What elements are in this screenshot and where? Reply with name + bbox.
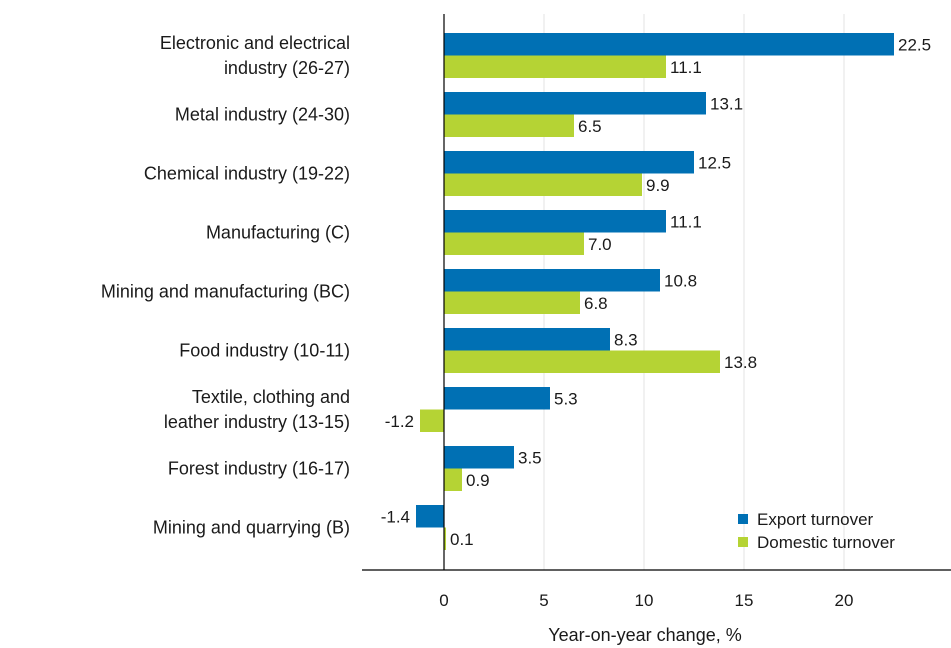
legend: Export turnover Domestic turnover <box>738 510 895 552</box>
data-label: 3.5 <box>518 448 542 467</box>
x-tick-labels: 0 5 10 15 20 <box>439 591 853 610</box>
bar-domestic <box>444 468 462 491</box>
legend-swatch <box>738 537 748 547</box>
data-label: 12.5 <box>698 153 731 172</box>
legend-label: Domestic turnover <box>757 533 895 552</box>
category-label: industry (26-27) <box>224 58 350 78</box>
category-label: Food industry (10-11) <box>179 341 350 361</box>
category-label: Chemical industry (19-22) <box>144 164 350 184</box>
bar-domestic <box>444 55 666 78</box>
axes <box>362 14 951 571</box>
data-label: 9.9 <box>646 176 670 195</box>
data-label: 11.1 <box>670 58 702 77</box>
data-label: 22.5 <box>898 35 931 54</box>
data-label: 13.1 <box>710 94 743 113</box>
bar-domestic <box>444 291 580 314</box>
category-label: Forest industry (16-17) <box>168 459 350 479</box>
x-tick-label: 15 <box>735 591 754 610</box>
bar-domestic <box>444 350 720 373</box>
category-label: leather industry (13-15) <box>164 412 350 432</box>
data-label: 10.8 <box>664 271 697 290</box>
bar-domestic <box>420 409 444 432</box>
category-labels: Electronic and electrical industry (26-27… <box>101 33 350 538</box>
bar-export <box>444 387 550 410</box>
category-label: Metal industry (24-30) <box>175 105 350 125</box>
data-label: 7.0 <box>588 235 612 254</box>
bar-domestic <box>444 527 446 550</box>
data-label: 5.3 <box>554 389 578 408</box>
bars <box>416 33 894 550</box>
bar-export <box>444 446 514 469</box>
x-tick-label: 10 <box>635 591 654 610</box>
bar-export <box>444 269 660 292</box>
data-label: -1.4 <box>381 507 410 526</box>
bar-domestic <box>444 114 574 137</box>
value-labels: 22.511.113.16.512.59.911.17.010.86.88.31… <box>381 35 931 549</box>
bar-export <box>444 210 666 233</box>
category-label: Manufacturing (C) <box>206 223 350 243</box>
data-label: 0.9 <box>466 471 490 490</box>
category-label: Textile, clothing and <box>192 387 350 407</box>
bar-export <box>444 151 694 174</box>
x-axis-label: Year-on-year change, % <box>548 625 741 645</box>
legend-label: Export turnover <box>757 510 874 529</box>
data-label: 0.1 <box>450 530 474 549</box>
data-label: -1.2 <box>385 412 414 431</box>
x-tick-label: 0 <box>439 591 448 610</box>
data-label: 6.8 <box>584 294 608 313</box>
bar-domestic <box>444 232 584 255</box>
category-label: Mining and manufacturing (BC) <box>101 282 350 302</box>
bar-export <box>444 328 610 351</box>
x-tick-label: 5 <box>539 591 548 610</box>
bar-export <box>444 33 894 56</box>
x-tick-label: 20 <box>835 591 854 610</box>
bar-domestic <box>444 173 642 196</box>
legend-swatch <box>738 514 748 524</box>
category-label: Electronic and electrical <box>160 33 350 53</box>
data-label: 13.8 <box>724 353 757 372</box>
data-label: 11.1 <box>670 212 702 231</box>
bar-export <box>444 92 706 115</box>
category-label: Mining and quarrying (B) <box>153 518 350 538</box>
bar-export <box>416 505 444 528</box>
data-label: 6.5 <box>578 117 602 136</box>
data-label: 8.3 <box>614 330 638 349</box>
